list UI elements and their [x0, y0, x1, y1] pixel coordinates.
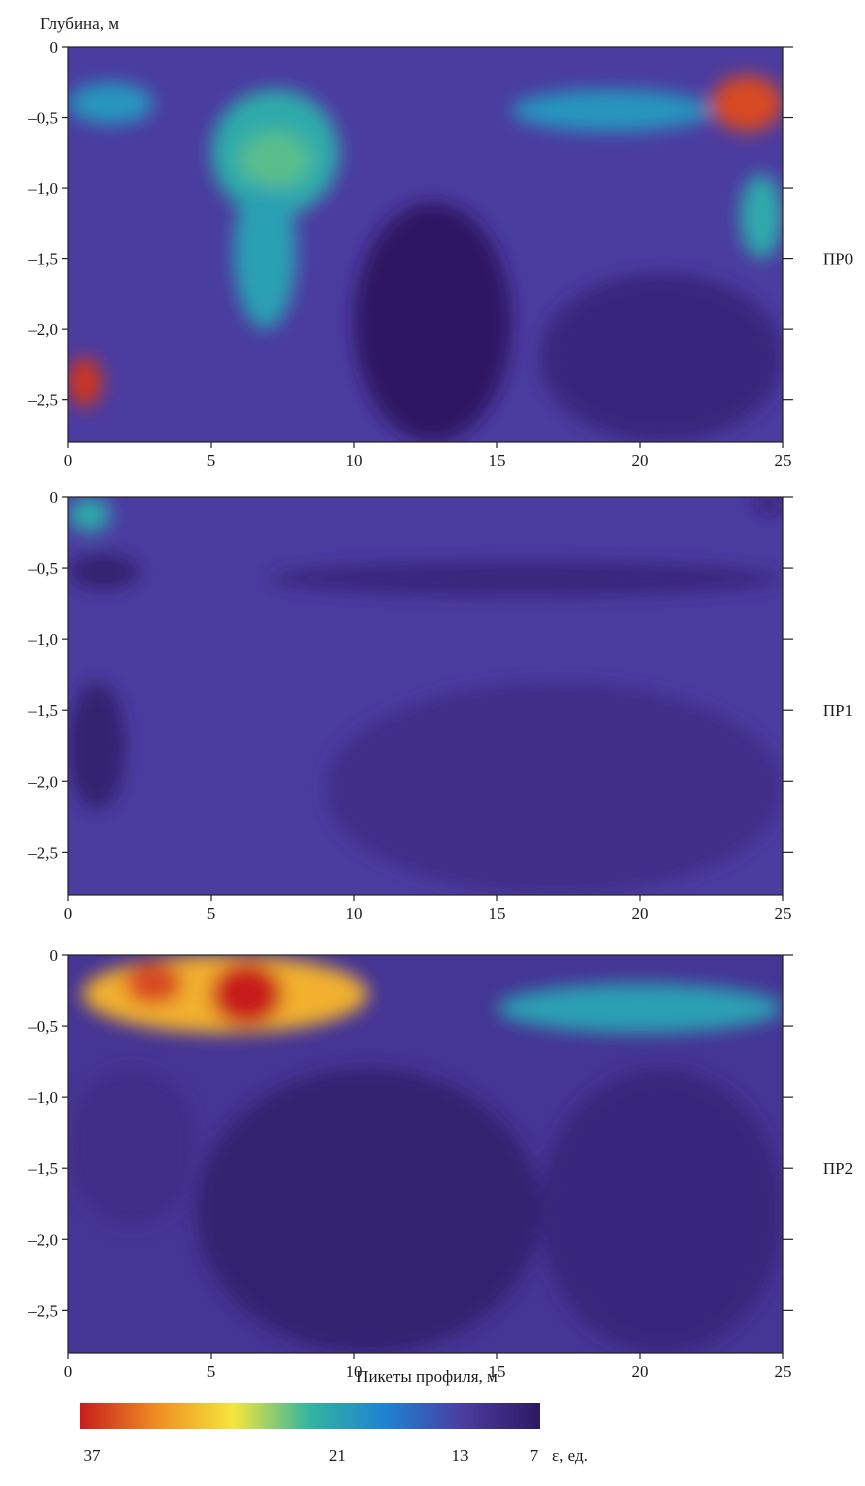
heatmap-anomaly	[711, 75, 783, 132]
y-tick-label: –2,5	[27, 1301, 58, 1320]
heatmap-anomaly	[268, 560, 783, 597]
x-tick-label: 25	[775, 904, 792, 923]
y-tick-label: –2,5	[27, 391, 58, 410]
heatmap-anomaly	[211, 962, 283, 1027]
x-tick-label: 20	[632, 1362, 649, 1381]
y-tick-label: –2,5	[27, 843, 58, 862]
x-tick-label: 15	[489, 904, 506, 923]
panel-1: 0 –0,5 –1,0 –1,5 –2,0 –2,5 0 5 10 15 20 25 ПР0	[27, 38, 853, 470]
y-tick-label: –1,5	[27, 1159, 58, 1178]
x-tick-label: 20	[632, 451, 649, 470]
heatmap-anomaly	[325, 681, 783, 895]
x-tick-label: 5	[207, 904, 216, 923]
y-tick-label: –1,0	[27, 630, 58, 649]
colorbar-label: 21	[329, 1446, 346, 1465]
y-axis-label: Глубина, м	[40, 14, 119, 33]
colorbar-label: 7	[530, 1446, 539, 1465]
plot-frame	[67, 496, 784, 896]
y-tick-label: –1,5	[27, 701, 58, 720]
heatmap-anomaly	[740, 173, 783, 259]
panel-2: 0 –0,5 –1,0 –1,5 –2,0 –2,5 0 5 10 15 20 25 ПР1	[27, 488, 853, 923]
heatmap-field	[68, 955, 783, 1353]
heatmap-anomaly	[233, 173, 297, 330]
x-axis-label: Пикеты профиля, м	[356, 1367, 498, 1386]
plot-frame	[67, 46, 784, 443]
x-tick-label: 25	[775, 451, 792, 470]
y-tick-label: 0	[50, 38, 59, 57]
y-tick-label: –2,0	[27, 772, 58, 791]
plot-frame	[67, 954, 784, 1354]
x-tick-label: 20	[632, 904, 649, 923]
x-tick-label: 10	[346, 904, 363, 923]
y-tick-label: 0	[50, 946, 59, 965]
heatmap-anomaly	[68, 681, 126, 810]
panels-layer: 0 –0,5 –1,0 –1,5 –2,0 –2,5 0 5 10 15 20 25 ПР0 0 –0,5 –…	[27, 38, 853, 1381]
x-tick-label: 0	[64, 451, 73, 470]
heatmap-anomaly	[68, 553, 140, 590]
heatmap-anomaly	[539, 272, 783, 442]
heatmap-anomaly	[539, 1068, 783, 1353]
heatmap-anomaly	[196, 1068, 540, 1353]
y-tick-label: –1,0	[27, 1088, 58, 1107]
profile-name: ПР0	[823, 250, 853, 269]
heatmap-anomaly	[754, 497, 783, 512]
x-tick-label: 0	[64, 904, 73, 923]
y-tick-label: –2,0	[27, 1230, 58, 1249]
x-tick-label: 15	[489, 451, 506, 470]
heatmap-anomaly	[511, 89, 712, 132]
x-tick-label: 25	[775, 1362, 792, 1381]
x-tick-label: 0	[64, 1362, 73, 1381]
colorbar-label: 37	[84, 1446, 102, 1465]
x-tick-label: 15	[489, 1362, 506, 1381]
y-tick-label: –0,5	[27, 109, 58, 128]
y-tick-label: 0	[50, 488, 59, 507]
colorbar-gradient	[80, 1403, 540, 1429]
y-tick-label: –1,0	[27, 179, 58, 198]
y-tick-label: –1,5	[27, 250, 58, 269]
y-tick-label: –2,0	[27, 320, 58, 339]
heatmap-anomaly	[68, 82, 154, 125]
y-tick-label: –0,5	[27, 559, 58, 578]
y-tick-label: –0,5	[27, 1017, 58, 1036]
heatmap-anomaly	[239, 131, 312, 189]
heatmap-anomaly	[68, 497, 111, 533]
colorbar-unit: ε, ед.	[552, 1446, 588, 1465]
heatmap-anomaly	[497, 983, 783, 1034]
x-tick-label: 10	[346, 451, 363, 470]
x-tick-label: 5	[207, 451, 216, 470]
x-tick-label: 10	[346, 1362, 363, 1381]
heatmap-field	[68, 47, 783, 442]
profile-name: ПР2	[823, 1159, 853, 1178]
heatmap-anomaly	[68, 1068, 197, 1226]
panel-3: 0 –0,5 –1,0 –1,5 –2,0 –2,5 0 5 10 15 20 25 ПР2	[27, 946, 853, 1381]
heatmap-anomaly	[354, 202, 512, 442]
heatmap-field	[68, 497, 783, 895]
x-tick-label: 5	[207, 1362, 216, 1381]
colorbar: 37 21 13 7 ε, ед.	[80, 1403, 588, 1465]
heatmap-anomaly	[68, 357, 103, 407]
colorbar-label: 13	[452, 1446, 469, 1465]
profile-name: ПР1	[823, 701, 853, 720]
heatmap-anomaly	[125, 962, 183, 1005]
